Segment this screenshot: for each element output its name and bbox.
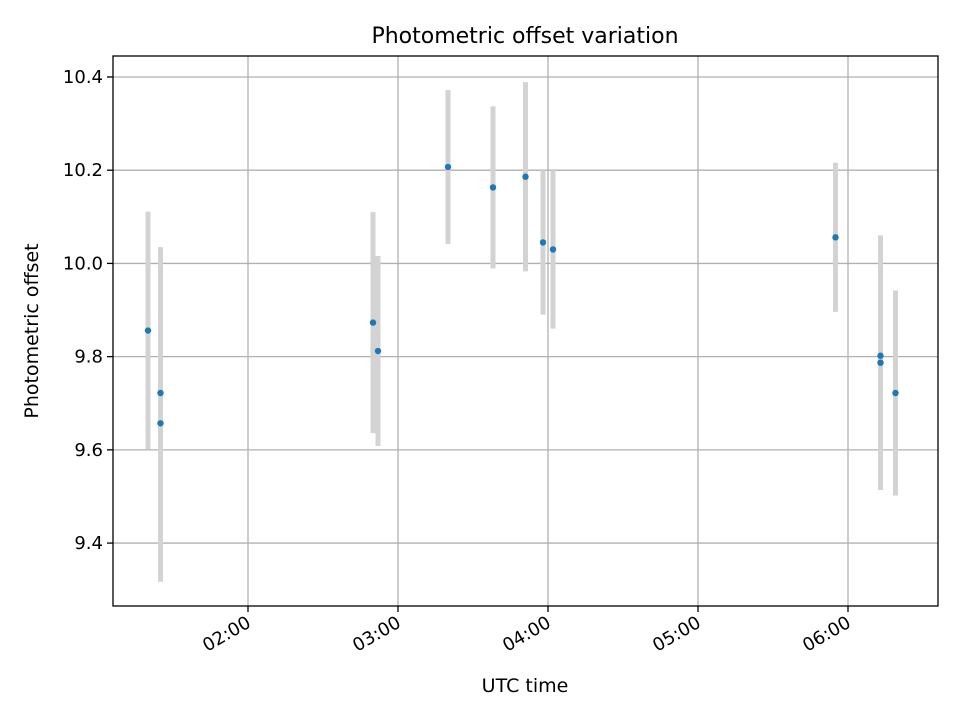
- y-tick-label: 9.8: [74, 347, 103, 368]
- data-point: [144, 327, 152, 334]
- data-point: [877, 359, 884, 366]
- data-points: [144, 163, 899, 427]
- data-point: [539, 239, 547, 246]
- data-point: [489, 184, 497, 191]
- data-point: [877, 352, 884, 359]
- data-point: [444, 163, 452, 171]
- data-point: [157, 420, 164, 427]
- data-point: [369, 319, 377, 326]
- data-point: [832, 234, 839, 241]
- x-axis-label: UTC time: [482, 675, 569, 697]
- y-tick-label: 10.2: [63, 160, 103, 181]
- y-tick-label: 9.4: [74, 533, 103, 554]
- data-point: [549, 246, 557, 253]
- y-axis-ticks: 9.4 9.6 9.8 10.0 10.2 10.4: [63, 67, 113, 554]
- data-point: [522, 173, 529, 180]
- data-point: [157, 389, 164, 397]
- data-point: [892, 389, 899, 397]
- y-tick-label: 10.0: [63, 253, 103, 274]
- data-point: [374, 347, 382, 355]
- chart-title: Photometric offset variation: [371, 24, 678, 49]
- plot-area-frame: [112, 55, 939, 607]
- y-axis-label: Photometric offset: [21, 243, 43, 418]
- y-tick-label: 10.4: [63, 67, 103, 88]
- y-tick-label: 9.6: [74, 440, 103, 461]
